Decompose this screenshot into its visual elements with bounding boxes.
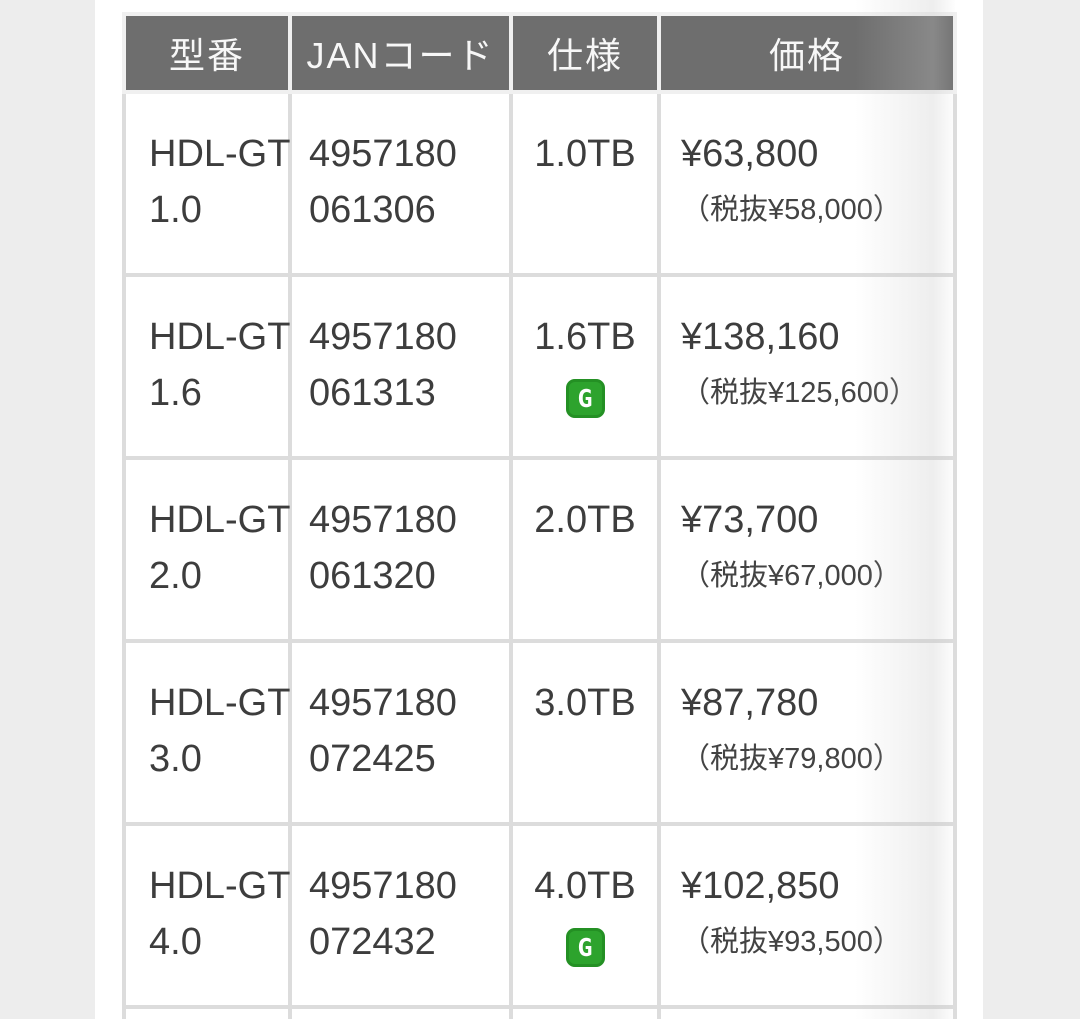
jan-line2: 072425 <box>309 738 436 780</box>
table-row: HDL-GT 1.0 4957180 061306 1.0TB <box>122 90 957 277</box>
spec-cell: 1.0TB <box>509 90 661 277</box>
model-line1: HDL-GT <box>149 682 291 724</box>
jan-line2: 061320 <box>309 555 436 597</box>
header-spec: 仕様 <box>509 12 661 94</box>
model-line2: 2.0 <box>149 555 202 597</box>
g-badge-icon: G <box>565 928 605 967</box>
price-cell <box>657 1005 957 1019</box>
table-row-partial <box>122 1005 957 1019</box>
model-cell: HDL-GT 2.0 <box>122 456 292 643</box>
spec-cell: 1.6TB G <box>509 273 661 460</box>
header-price: 価格 <box>657 12 957 94</box>
jan-line2: 061306 <box>309 189 436 231</box>
table-row: HDL-GT 3.0 4957180 072425 3.0TB <box>122 639 957 826</box>
jan-line1: 4957180 <box>309 865 457 907</box>
price-label: ¥87,780 <box>681 682 819 724</box>
jan-cell: 4957180 072425 <box>288 639 513 826</box>
model-line1: HDL-GT <box>149 499 291 541</box>
model-line1: HDL-GT <box>149 316 291 358</box>
tax-excluded-note: （税抜¥67,000） <box>681 560 902 592</box>
tax-excluded-note: （税抜¥79,800） <box>681 743 902 775</box>
spec-cell: 2.0TB <box>509 456 661 643</box>
spec-cell: 3.0TB <box>509 639 661 826</box>
capacity-label: 3.0TB <box>534 682 636 724</box>
model-line1: HDL-GT <box>149 865 291 907</box>
jan-line1: 4957180 <box>309 316 457 358</box>
tax-excluded-note: （税抜¥58,000） <box>681 194 902 226</box>
jan-line1: 4957180 <box>309 133 457 175</box>
capacity-label: 1.6TB <box>534 316 636 358</box>
model-cell: HDL-GT 3.0 <box>122 639 292 826</box>
capacity-label: 2.0TB <box>534 499 636 541</box>
model-line2: 4.0 <box>149 921 202 963</box>
table-row: HDL-GT 1.6 4957180 061313 1.6TB G <box>122 273 957 460</box>
price-cell: ¥73,700 （税抜¥67,000） <box>657 456 957 643</box>
model-cell: HDL-GT 4.0 <box>122 822 292 1009</box>
table-header-row: 型番 JANコード 仕様 価格 <box>122 12 957 94</box>
spec-cell: 4.0TB G <box>509 822 661 1009</box>
capacity-label: 1.0TB <box>534 133 636 175</box>
price-cell: ¥87,780 （税抜¥79,800） <box>657 639 957 826</box>
table-row: HDL-GT 2.0 4957180 061320 2.0TB <box>122 456 957 643</box>
model-cell: HDL-GT 1.6 <box>122 273 292 460</box>
price-label: ¥102,850 <box>681 865 840 907</box>
model-line2: 1.6 <box>149 372 202 414</box>
price-label: ¥73,700 <box>681 499 819 541</box>
tax-excluded-note: （税抜¥93,500） <box>681 926 902 958</box>
price-cell: ¥102,850 （税抜¥93,500） <box>657 822 957 1009</box>
jan-line2: 072432 <box>309 921 436 963</box>
g-badge-icon: G <box>565 379 605 418</box>
jan-cell: 4957180 072432 <box>288 822 513 1009</box>
model-line2: 1.0 <box>149 189 202 231</box>
jan-cell: 4957180 061306 <box>288 90 513 277</box>
tax-excluded-note: （税抜¥125,600） <box>681 377 918 409</box>
jan-line1: 4957180 <box>309 499 457 541</box>
price-cell: ¥63,800 （税抜¥58,000） <box>657 90 957 277</box>
model-cell <box>122 1005 292 1019</box>
jan-cell: 4957180 061313 <box>288 273 513 460</box>
model-line1: HDL-GT <box>149 133 291 175</box>
jan-cell: 4957180 061320 <box>288 456 513 643</box>
table-row: HDL-GT 4.0 4957180 072432 4.0TB G <box>122 822 957 1009</box>
model-cell: HDL-GT 1.0 <box>122 90 292 277</box>
jan-cell <box>288 1005 513 1019</box>
product-spec-table: 型番 JANコード 仕様 価格 HDL-GT 1.0 4957180 06130… <box>122 12 957 1019</box>
jan-line2: 061313 <box>309 372 436 414</box>
price-cell: ¥138,160 （税抜¥125,600） <box>657 273 957 460</box>
header-model: 型番 <box>122 12 292 94</box>
content-card: 型番 JANコード 仕様 価格 HDL-GT 1.0 4957180 06130… <box>95 0 983 1019</box>
price-label: ¥63,800 <box>681 133 819 175</box>
capacity-label: 4.0TB <box>534 865 636 907</box>
model-line2: 3.0 <box>149 738 202 780</box>
price-label: ¥138,160 <box>681 316 840 358</box>
spec-cell <box>509 1005 661 1019</box>
header-jan-code: JANコード <box>288 12 513 94</box>
jan-line1: 4957180 <box>309 682 457 724</box>
